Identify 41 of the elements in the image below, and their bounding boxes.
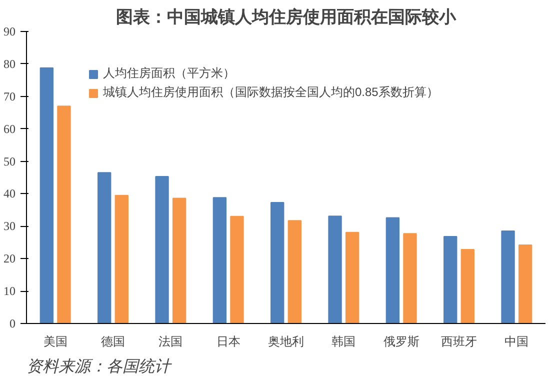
x-tick-label: 法国	[158, 334, 183, 348]
bar	[155, 176, 169, 324]
bar	[386, 217, 400, 324]
x-tick-label: 西班牙	[441, 334, 477, 348]
chart-title: 图表：中国城镇人均住房使用面积在国际较小	[116, 8, 457, 26]
y-tick-label: 40	[4, 186, 16, 201]
bar	[230, 216, 244, 324]
bar	[172, 198, 186, 324]
bar	[114, 194, 128, 324]
bar	[98, 172, 112, 324]
bar	[444, 236, 458, 324]
y-tick-label: 10	[4, 284, 16, 298]
x-tick-label: 韩国	[332, 334, 356, 348]
legend-label: 人均住房面积（平方米）	[103, 65, 235, 82]
x-tick-label: 美国	[43, 334, 68, 348]
bar	[345, 232, 360, 324]
y-tick-label: 30	[4, 219, 16, 234]
y-tick-label: 60	[4, 122, 16, 136]
bar	[403, 233, 417, 324]
bar	[288, 220, 302, 324]
legend-label: 城镇人均住房使用面积（国际数据按全国人均的0.85系数折算）	[103, 84, 438, 101]
bar	[57, 106, 71, 324]
y-tick-label: 0	[10, 316, 16, 330]
bar	[501, 230, 515, 324]
x-tick-label: 俄罗斯	[383, 334, 420, 348]
bar	[460, 249, 474, 324]
bar	[328, 216, 342, 324]
bar	[518, 244, 532, 324]
x-tick-label: 奥地利	[268, 334, 304, 348]
bar	[40, 67, 54, 324]
y-tick-label: 90	[4, 24, 16, 38]
y-tick-label: 50	[4, 154, 16, 168]
y-tick-label: 80	[4, 56, 16, 71]
x-tick-label: 日本	[216, 334, 240, 348]
x-tick-label: 德国	[101, 334, 125, 348]
y-tick-label: 70	[4, 89, 16, 104]
text: 资料来源：各国统计	[26, 358, 172, 376]
bar	[270, 202, 284, 324]
y-tick-label: 20	[4, 252, 16, 266]
x-tick-label: 中国	[504, 334, 529, 348]
bar	[212, 197, 227, 324]
